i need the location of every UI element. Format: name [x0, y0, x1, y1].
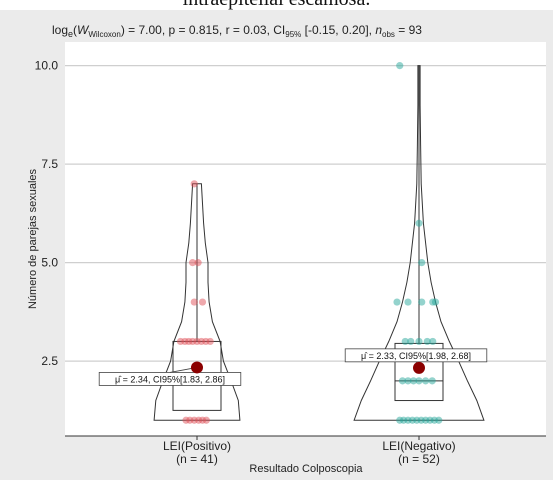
data-point — [418, 259, 426, 267]
group-2: μ̂ = 2.33, CI95%[1.98, 2.68] — [344, 62, 488, 424]
data-point — [202, 416, 210, 424]
ci-sub: 95% — [285, 30, 301, 39]
data-point — [429, 337, 437, 346]
x-tick-label: LEI(Positivo) — [163, 439, 231, 453]
data-point — [189, 259, 197, 267]
data-point — [398, 377, 407, 385]
p-part: p = 0.815, — [169, 23, 226, 37]
data-point — [198, 298, 207, 306]
x-tick-n-label: (n = 41) — [176, 452, 218, 466]
x-axis-title: Resultado Colposcopia — [249, 463, 363, 475]
data-point — [431, 298, 440, 306]
mean-label: μ̂ = 2.33, CI95%[1.98, 2.68] — [361, 351, 471, 361]
x-tick-n-label: (n = 52) — [398, 452, 440, 466]
w-prefix: log — [52, 23, 68, 37]
groups-layer: μ̂ = 2.34, CI95%[1.83, 2.86] μ̂ = 2.33, C… — [98, 62, 488, 424]
data-point — [415, 377, 423, 385]
cut-off-page-title: intraepitelial escamosa. — [0, 0, 553, 11]
data-point — [422, 377, 430, 385]
w-var: W — [77, 23, 90, 37]
data-point — [393, 298, 401, 306]
n-var: n — [375, 23, 382, 37]
mean-label: μ̂ = 2.34, CI95%[1.83, 2.86] — [115, 374, 225, 384]
data-point — [423, 337, 431, 346]
y-axis-title: Número de parejas sexuales — [27, 168, 39, 309]
mean-marker — [191, 361, 203, 374]
data-point — [401, 337, 409, 346]
data-point — [409, 377, 418, 385]
plot-panel — [65, 42, 546, 436]
data-point — [190, 180, 198, 188]
n-sub: obs — [382, 30, 395, 39]
mean-marker — [413, 361, 425, 374]
y-tick-labels: 2.5 5.0 7.5 10.0 — [35, 59, 59, 369]
data-point — [407, 337, 415, 346]
data-point — [415, 337, 423, 346]
data-point — [404, 377, 412, 385]
data-point — [428, 377, 436, 385]
stat-subtitle: loge(WWilcoxon) = 7.00, p = 0.815, r = 0… — [52, 23, 422, 39]
y-tick-label: 5.0 — [41, 256, 58, 270]
y-tick-label: 2.5 — [41, 354, 58, 368]
x-tick-labels: LEI(Positivo)(n = 41) LEI(Negativo)(n = 5… — [163, 436, 456, 466]
data-point — [435, 416, 443, 424]
y-tick-label: 7.5 — [41, 157, 58, 171]
data-point — [396, 62, 404, 70]
group-1: μ̂ = 2.34, CI95%[1.83, 2.86] — [98, 180, 242, 424]
grid-lines — [65, 65, 546, 362]
n-value: = 93 — [395, 23, 422, 37]
w-open: ( — [73, 23, 77, 37]
data-point — [194, 259, 202, 267]
ci-range: [-0.15, 0.20], — [301, 23, 375, 37]
data-point — [415, 219, 423, 227]
data-point — [404, 298, 412, 306]
w-sub-e: e — [68, 29, 73, 39]
y-tick-label: 10.0 — [35, 59, 59, 73]
data-point — [206, 337, 214, 346]
data-point — [190, 298, 198, 306]
data-point — [418, 298, 426, 306]
x-tick-label: LEI(Negativo) — [382, 439, 455, 453]
w-sub: Wilcoxon — [88, 30, 120, 39]
violin-outline — [353, 65, 485, 421]
r-part: r = 0.03, CI — [226, 23, 286, 37]
w-close: ) = 7.00, — [121, 23, 169, 37]
